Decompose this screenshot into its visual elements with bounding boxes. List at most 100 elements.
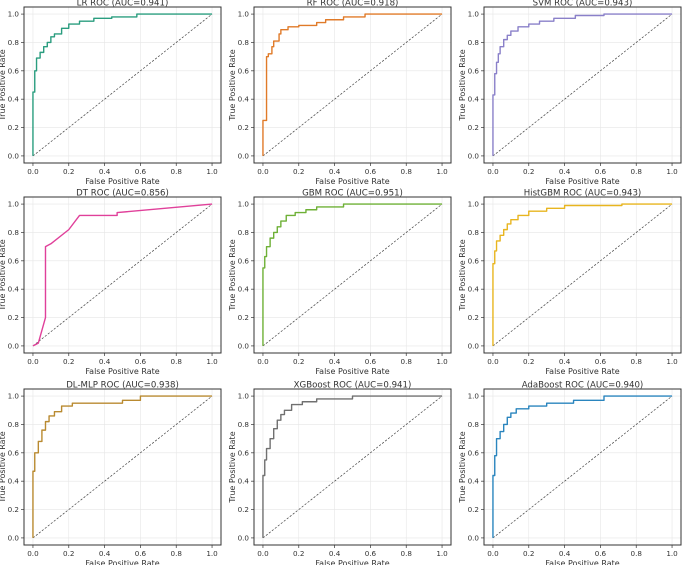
x-axis-label: False Positive Rate <box>85 367 159 376</box>
y-axis-label: True Positive Rate <box>0 239 7 311</box>
panel-title: HistGBM ROC (AUC=0.943) <box>524 189 642 199</box>
gridlines <box>24 7 221 163</box>
plot-frame <box>23 6 222 164</box>
panel-title: AdaBoost ROC (AUC=0.940) <box>522 381 644 391</box>
y-tick-label: 0.6 <box>8 66 20 75</box>
y-axis-label: True Positive Rate <box>0 431 7 503</box>
y-axis-label: True Positive Rate <box>228 431 237 503</box>
x-tick-label: 0.2 <box>63 167 74 176</box>
x-tick-label: 0.0 <box>27 167 39 176</box>
y-tick-label: 0.0 <box>238 151 250 160</box>
y-tick-label: 0.2 <box>238 313 249 322</box>
plot-frame <box>23 196 222 354</box>
x-tick-label: 1.0 <box>206 357 218 366</box>
x-tick-label: 0.8 <box>631 167 643 176</box>
x-tick-label: 0.8 <box>631 549 643 558</box>
y-tick-label: 0.6 <box>468 66 480 75</box>
y-tick-label: 1.0 <box>238 10 250 19</box>
roc-curve <box>492 13 673 156</box>
roc-panel-6: 0.0 0.0 0.2 0.2 0.4 0.4 0.6 0.6 0.8 0.8 1.0 1.0 Hist… <box>458 189 682 376</box>
panel-title: RF ROC (AUC=0.918) <box>307 0 399 9</box>
x-tick-label: 0.4 <box>329 167 341 176</box>
x-tick-label: 1.0 <box>206 167 218 176</box>
chance-diagonal-line <box>492 203 673 347</box>
y-tick-label: 0.4 <box>238 95 250 104</box>
y-tick-label: 0.6 <box>8 448 20 457</box>
y-axis-label: True Positive Rate <box>0 49 7 121</box>
plot-frame <box>23 388 222 546</box>
y-tick-label: 0.4 <box>8 477 20 486</box>
x-tick-label: 0.6 <box>365 167 377 176</box>
x-tick-label: 0.4 <box>329 357 341 366</box>
panel-title: GBM ROC (AUC=0.951) <box>302 189 403 199</box>
plot-frame <box>483 388 682 546</box>
y-tick-label: 0.0 <box>468 533 480 542</box>
x-tick-label: 1.0 <box>436 167 448 176</box>
panel-title: SVM ROC (AUC=0.943) <box>533 0 633 9</box>
roc-curve <box>262 13 443 156</box>
x-tick-label: 1.0 <box>666 167 678 176</box>
gridlines <box>484 389 681 545</box>
y-tick-label: 0.2 <box>8 123 19 132</box>
y-tick-label: 0.4 <box>468 285 480 294</box>
x-tick-label: 0.4 <box>99 357 111 366</box>
x-tick-label: 0.2 <box>523 167 534 176</box>
x-tick-label: 0.2 <box>293 357 304 366</box>
y-tick-label: 0.6 <box>238 256 250 265</box>
x-tick-label: 0.2 <box>523 357 534 366</box>
x-tick-label: 1.0 <box>206 549 218 558</box>
x-tick-label: 0.6 <box>135 167 147 176</box>
x-tick-label: 0.0 <box>487 167 499 176</box>
y-tick-label: 1.0 <box>238 200 250 209</box>
x-tick-label: 0.0 <box>487 357 499 366</box>
y-tick-label: 0.4 <box>238 477 250 486</box>
x-tick-label: 0.8 <box>631 357 643 366</box>
roc-curve <box>262 203 443 346</box>
x-tick-label: 0.8 <box>401 357 413 366</box>
x-tick-label: 0.2 <box>63 357 74 366</box>
x-axis-label: False Positive Rate <box>85 177 159 186</box>
roc-curve <box>32 203 213 347</box>
x-tick-label: 0.6 <box>595 357 607 366</box>
y-tick-label: 0.0 <box>468 341 480 350</box>
roc-panel-8: 0.0 0.0 0.2 0.2 0.4 0.4 0.6 0.6 0.8 0.8 1.0 1.0 XGBo… <box>228 381 452 565</box>
y-axis-label: True Positive Rate <box>458 49 467 121</box>
x-tick-label: 0.6 <box>135 549 147 558</box>
x-tick-label: 0.4 <box>559 167 571 176</box>
roc-panel-5: 0.0 0.0 0.2 0.2 0.4 0.4 0.6 0.6 0.8 0.8 1.0 1.0 GBM … <box>228 189 452 376</box>
y-tick-label: 0.4 <box>468 95 480 104</box>
x-tick-label: 0.0 <box>487 549 499 558</box>
y-tick-label: 0.8 <box>238 420 250 429</box>
y-tick-label: 0.6 <box>468 448 480 457</box>
chance-diagonal-line <box>32 13 213 157</box>
x-tick-label: 0.8 <box>171 549 183 558</box>
chance-diagonal-line <box>32 203 213 347</box>
plot-frame <box>253 388 452 546</box>
y-tick-label: 1.0 <box>468 200 480 209</box>
x-tick-label: 1.0 <box>666 357 678 366</box>
plot-frame <box>483 6 682 164</box>
x-tick-label: 0.2 <box>293 167 304 176</box>
x-tick-label: 0.6 <box>595 167 607 176</box>
x-axis-label: False Positive Rate <box>315 559 389 565</box>
roc-panel-1: 0.0 0.0 0.2 0.2 0.4 0.4 0.6 0.6 0.8 0.8 1.0 1.0 LR R… <box>0 0 222 186</box>
y-tick-label: 0.0 <box>238 533 250 542</box>
y-tick-label: 1.0 <box>8 200 20 209</box>
y-tick-label: 0.2 <box>238 505 249 514</box>
y-tick-label: 0.2 <box>468 123 479 132</box>
y-axis-label: True Positive Rate <box>458 239 467 311</box>
x-tick-label: 0.2 <box>63 549 74 558</box>
y-tick-label: 0.8 <box>238 38 250 47</box>
y-axis-label: True Positive Rate <box>228 49 237 121</box>
gridlines <box>254 7 451 163</box>
x-tick-label: 1.0 <box>436 357 448 366</box>
y-tick-label: 0.4 <box>8 95 20 104</box>
y-tick-label: 0.8 <box>238 228 250 237</box>
x-tick-label: 0.8 <box>171 357 183 366</box>
roc-panel-2: 0.0 0.0 0.2 0.2 0.4 0.4 0.6 0.6 0.8 0.8 1.0 1.0 RF R… <box>228 0 452 186</box>
x-tick-label: 0.6 <box>135 357 147 366</box>
roc-panel-4: 0.0 0.0 0.2 0.2 0.4 0.4 0.6 0.6 0.8 0.8 1.0 1.0 DT R… <box>0 189 222 376</box>
y-tick-label: 0.4 <box>8 285 20 294</box>
roc-curve <box>492 395 673 538</box>
